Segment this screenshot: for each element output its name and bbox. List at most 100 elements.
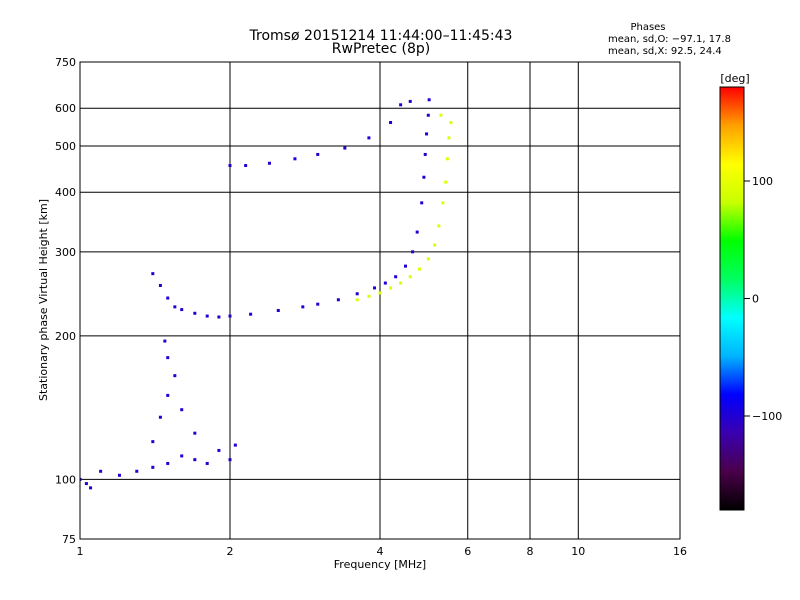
data-point xyxy=(399,103,403,107)
phase-stats-heading: Phases xyxy=(630,22,665,33)
data-point xyxy=(343,146,347,150)
data-point xyxy=(301,305,305,309)
phase-stats-x: mean, sd,X: 92.5, 24.4 xyxy=(608,46,722,57)
data-point xyxy=(233,443,237,447)
data-point xyxy=(403,264,407,268)
data-point xyxy=(193,458,197,462)
x-tick-label: 16 xyxy=(673,545,687,558)
data-point xyxy=(205,314,209,318)
data-point xyxy=(445,157,449,161)
data-point xyxy=(425,132,429,136)
y-tick-label: 75 xyxy=(62,533,76,546)
data-point xyxy=(193,431,197,435)
data-point xyxy=(383,281,387,285)
data-point xyxy=(293,157,297,161)
y-tick-label: 750 xyxy=(55,56,76,69)
data-point xyxy=(158,283,162,287)
data-point xyxy=(408,99,412,103)
data-point xyxy=(135,469,139,473)
data-point xyxy=(417,267,421,271)
data-point xyxy=(394,275,398,279)
x-tick-label: 10 xyxy=(571,545,585,558)
colorbar-tick-label: −100 xyxy=(752,410,782,423)
y-tick-label: 200 xyxy=(55,330,76,343)
data-point xyxy=(244,164,248,168)
data-point xyxy=(316,302,320,306)
data-point xyxy=(166,393,170,397)
data-point xyxy=(193,311,197,315)
data-point xyxy=(336,298,340,302)
data-points xyxy=(80,98,453,490)
data-point xyxy=(367,136,371,140)
data-point xyxy=(399,281,403,285)
data-point xyxy=(99,469,103,473)
data-point xyxy=(89,486,93,490)
data-point xyxy=(373,286,377,290)
data-point xyxy=(378,291,382,295)
data-point xyxy=(355,292,359,296)
data-point xyxy=(158,415,162,419)
data-point xyxy=(408,275,412,279)
data-point xyxy=(316,152,320,156)
data-point xyxy=(420,201,424,205)
y-tick-label: 400 xyxy=(55,186,76,199)
x-tick-label: 8 xyxy=(527,545,534,558)
y-axis-ticks: 75 100 200 300 400 500 600 750 xyxy=(55,56,76,546)
y-tick-label: 600 xyxy=(55,102,76,115)
data-point xyxy=(173,305,177,309)
data-point xyxy=(205,461,209,465)
data-point xyxy=(163,339,167,343)
data-point xyxy=(80,477,82,481)
data-point xyxy=(423,152,427,156)
data-point xyxy=(389,121,393,125)
data-point xyxy=(444,180,448,184)
data-point xyxy=(180,408,184,412)
data-point xyxy=(173,374,177,378)
x-tick-label: 1 xyxy=(77,545,84,558)
x-tick-label: 6 xyxy=(464,545,471,558)
colorbar-tick-label: 0 xyxy=(752,293,759,306)
data-point xyxy=(441,201,445,205)
data-point xyxy=(151,440,155,444)
chart-title: Tromsø 20151214 11:44:00–11:45:43 xyxy=(249,28,513,44)
data-point xyxy=(180,308,184,312)
x-axis-ticks: 1 2 4 6 8 10 16 xyxy=(77,545,688,558)
data-point xyxy=(267,161,271,165)
data-point xyxy=(439,113,443,117)
data-point xyxy=(427,98,431,102)
data-point xyxy=(437,224,441,228)
data-point xyxy=(117,473,121,477)
data-point xyxy=(217,315,221,319)
data-point xyxy=(228,164,232,168)
grid-lines xyxy=(80,62,680,539)
plot-frame xyxy=(79,61,681,540)
data-point xyxy=(151,465,155,469)
data-point xyxy=(249,312,253,316)
x-tick-label: 2 xyxy=(227,545,234,558)
y-tick-label: 500 xyxy=(55,140,76,153)
colorbar-label: [deg] xyxy=(720,72,749,85)
data-point xyxy=(84,482,88,486)
data-point xyxy=(422,175,426,179)
data-point xyxy=(447,136,451,140)
colorbar-ticks: 100 0 −100 xyxy=(744,175,782,423)
data-point xyxy=(180,454,184,458)
data-point xyxy=(415,230,419,234)
data-point xyxy=(217,448,221,452)
phase-stats-o: mean, sd,O: −97.1, 17.8 xyxy=(608,34,731,45)
data-point xyxy=(228,314,232,318)
data-point xyxy=(166,296,170,300)
chart-subtitle: RwPretec (8p) xyxy=(332,41,430,57)
data-point xyxy=(276,308,280,312)
data-point xyxy=(367,294,371,298)
x-tick-label: 4 xyxy=(377,545,384,558)
colorbar xyxy=(719,86,745,511)
data-point xyxy=(151,272,155,276)
data-point xyxy=(166,356,170,360)
data-point xyxy=(228,458,232,462)
data-point xyxy=(433,243,437,247)
data-point xyxy=(426,257,430,261)
data-point xyxy=(166,461,170,465)
y-tick-label: 300 xyxy=(55,246,76,259)
